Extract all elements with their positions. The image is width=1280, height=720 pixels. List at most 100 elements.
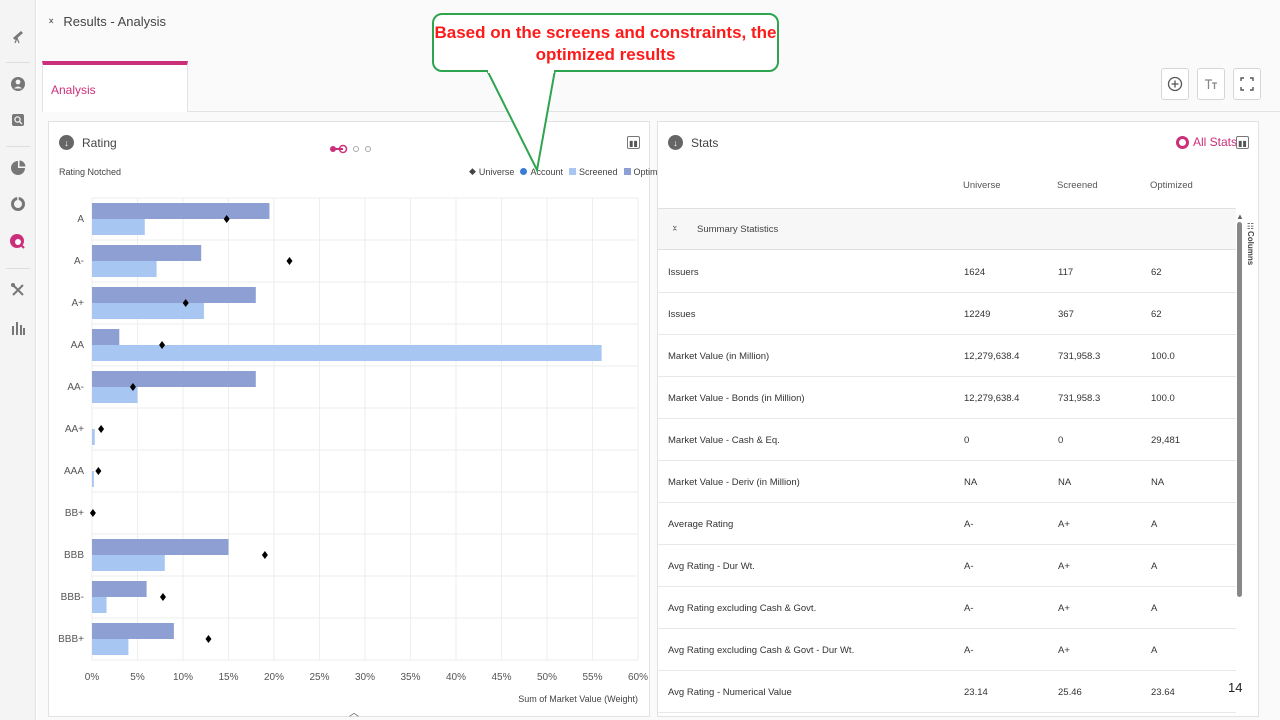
cloud-download-icon[interactable]: ↓: [59, 135, 74, 150]
cell-screened: A+: [1058, 561, 1070, 572]
cell-universe: 12249: [964, 309, 991, 320]
y-category-label: BBB-: [61, 592, 84, 603]
telescope-icon[interactable]: [8, 26, 28, 46]
cell-screened: 731,958.3: [1058, 351, 1101, 362]
all-stats-link[interactable]: All Stats: [1176, 135, 1237, 149]
header-screened[interactable]: Screened: [1057, 180, 1098, 191]
columns-label: Columns: [1246, 231, 1255, 266]
cell-label: Avg Rating excluding Cash & Govt.: [668, 603, 817, 614]
user-icon[interactable]: [8, 74, 28, 94]
cell-screened: 25.46: [1058, 687, 1082, 698]
slide-number: 14: [1228, 680, 1243, 695]
chart-type-icon[interactable]: ▮▮: [627, 136, 640, 149]
legend-universe[interactable]: ◆ Universe: [469, 166, 515, 177]
table-row: Issues 12249 367 62: [658, 293, 1236, 335]
rating-title: Rating: [82, 135, 117, 150]
bar-optimized: [92, 539, 229, 555]
cell-optimized: NA: [1151, 477, 1165, 488]
cell-label: Market Value (in Million): [668, 351, 770, 362]
bar-screened: [92, 303, 204, 319]
bar-optimized: [92, 329, 120, 345]
search-doc-icon[interactable]: [8, 110, 28, 130]
y-category-label: AA: [71, 340, 85, 351]
cell-universe: 12,279,638.4: [964, 351, 1020, 362]
collapse-chevron-icon[interactable]: ⌄ ⌃: [47, 12, 56, 31]
fullscreen-button[interactable]: [1233, 68, 1261, 100]
x-tick-label: 50%: [537, 672, 557, 683]
table-row: Average Rating A- A+ A: [658, 503, 1236, 545]
carousel-dots[interactable]: [329, 144, 377, 154]
legend-account[interactable]: Account: [520, 167, 563, 177]
text-size-button[interactable]: [1197, 68, 1225, 100]
table-row: Avg Rating - Numerical Value 23.14 25.46 23…: [658, 671, 1236, 713]
columns-icon: ☷: [1246, 222, 1255, 231]
x-tick-label: 20%: [264, 672, 284, 683]
pie-chart-icon[interactable]: [8, 158, 28, 178]
cell-universe: A-: [964, 603, 974, 614]
bar-screened: [92, 219, 145, 235]
tab-underline: [188, 111, 1280, 112]
marker-universe: [129, 383, 136, 391]
bar-screened: [92, 639, 129, 655]
chart-legend: ◆ Universe Account Screened Optimized: [463, 166, 674, 177]
cell-universe: 23.14: [964, 687, 988, 698]
add-widget-button[interactable]: [1161, 68, 1189, 100]
cell-optimized: 23.64: [1151, 687, 1175, 698]
cell-label: Market Value - Bonds (in Million): [668, 393, 805, 404]
chart-type-icon[interactable]: ▮▮: [1236, 136, 1249, 149]
marker-universe: [95, 467, 102, 475]
summary-statistics-section[interactable]: ⌄ ⌃ Summary Statistics: [658, 208, 1236, 250]
y-category-label: A-: [74, 256, 84, 267]
cell-screened: 367: [1058, 309, 1074, 320]
marker-universe: [159, 593, 166, 601]
analysis-active-icon[interactable]: [8, 232, 28, 252]
cell-label: Market Value - Deriv (in Million): [668, 477, 800, 488]
table-row: Avg Rating excluding Cash & Govt - Dur W…: [658, 629, 1236, 671]
cell-universe: A-: [964, 519, 974, 530]
columns-toggle[interactable]: ☷Columns: [1246, 222, 1255, 265]
tools-icon[interactable]: [8, 280, 28, 300]
cell-optimized: 100.0: [1151, 351, 1175, 362]
legend-screened[interactable]: Screened: [568, 167, 618, 177]
header-optimized[interactable]: Optimized: [1150, 180, 1193, 191]
cell-optimized: A: [1151, 561, 1158, 572]
cell-label: Avg Rating excluding Cash & Govt - Dur W…: [668, 645, 855, 656]
bar-optimized: [92, 371, 256, 387]
plus-circle-icon: [1167, 76, 1183, 92]
x-axis-label: Sum of Market Value (Weight): [518, 694, 638, 704]
collapse-up-icon[interactable]: ︿: [349, 708, 359, 719]
bar-screened: [92, 429, 95, 445]
x-tick-label: 10%: [173, 672, 193, 683]
breadcrumb: ⌄ ⌃ Results - Analysis: [47, 12, 166, 31]
y-category-label: BBB+: [58, 634, 84, 645]
cell-universe: A-: [964, 561, 974, 572]
bar-optimized: [92, 203, 270, 219]
callout-tail: [486, 70, 556, 174]
section-chevron-icon[interactable]: ⌄ ⌃: [671, 220, 679, 237]
cell-screened: NA: [1058, 477, 1072, 488]
bar-chart-icon[interactable]: [8, 318, 28, 338]
cell-label: Issues: [668, 309, 696, 320]
tab-analysis-label: Analysis: [51, 83, 96, 97]
sidebar-divider: [6, 268, 30, 269]
scroll-up-arrow[interactable]: ▲: [1236, 212, 1244, 221]
legend-optimized[interactable]: Optimized: [623, 167, 674, 177]
scrollbar-thumb[interactable]: [1237, 222, 1242, 597]
x-tick-label: 0%: [85, 672, 100, 683]
cloud-download-icon[interactable]: ↓: [668, 135, 683, 150]
cell-label: Avg Rating - Numerical Value: [668, 687, 792, 698]
bar-screened: [92, 555, 165, 571]
donut-chart-icon[interactable]: [8, 194, 28, 214]
table-row: Avg Rating - Dur Wt. A- A+ A: [658, 545, 1236, 587]
cell-optimized: 62: [1151, 267, 1162, 278]
header-universe[interactable]: Universe: [963, 180, 1001, 191]
stats-panel-title: ↓ Stats: [668, 135, 718, 150]
tab-analysis[interactable]: Analysis: [42, 61, 188, 112]
table-row: Market Value - Bonds (in Million) 12,279,…: [658, 377, 1236, 419]
x-tick-label: 40%: [446, 672, 466, 683]
breadcrumb-title: Results - Analysis: [63, 14, 166, 29]
rating-panel-title: ↓ Rating: [59, 135, 117, 150]
x-tick-label: 15%: [218, 672, 238, 683]
x-tick-label: 25%: [309, 672, 329, 683]
bar-screened: [92, 471, 94, 487]
